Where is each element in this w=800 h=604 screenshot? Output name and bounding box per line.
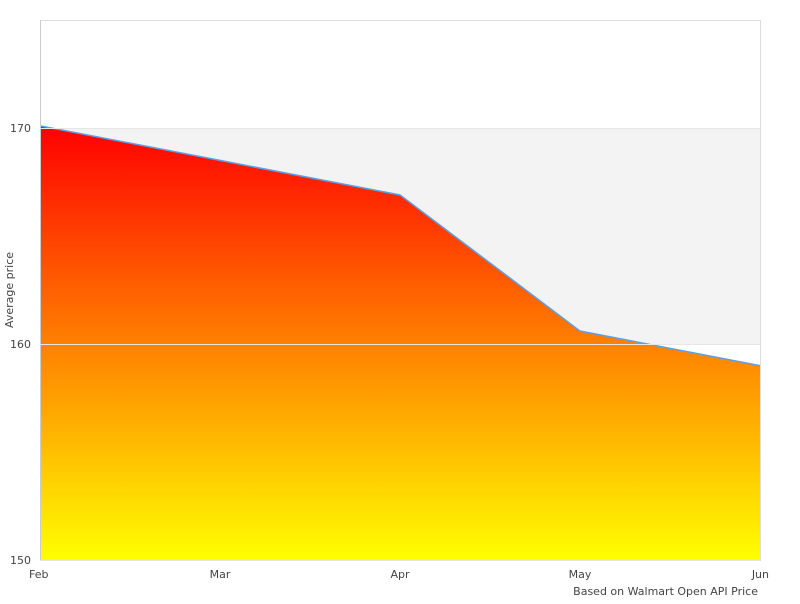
x-tick-label: May [569,568,592,581]
x-tick-label: Feb [29,568,48,581]
y-tick-label: 170 [10,122,31,135]
x-axis: Feb Mar Apr May Jun [29,568,769,581]
x-tick-label: Mar [210,568,231,581]
y-tick-label: 150 [10,554,31,567]
x-tick-label: Apr [390,568,410,581]
y-tick-label: 160 [10,338,31,351]
y-axis-label: Average price [3,252,16,328]
x-tick-label: Jun [751,568,769,581]
chart-caption: Based on Walmart Open API Price [573,585,758,598]
